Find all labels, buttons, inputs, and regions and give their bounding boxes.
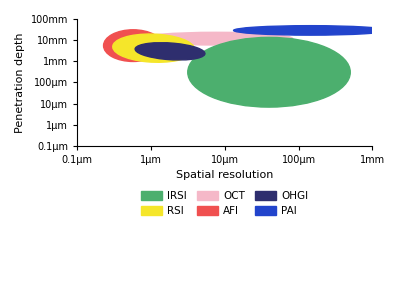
X-axis label: Spatial resolution: Spatial resolution bbox=[176, 170, 273, 180]
Ellipse shape bbox=[135, 43, 205, 60]
Legend: IRSI, RSI, OCT, AFI, OHGI, PAI: IRSI, RSI, OCT, AFI, OHGI, PAI bbox=[137, 187, 313, 220]
Ellipse shape bbox=[104, 30, 163, 61]
Ellipse shape bbox=[234, 26, 387, 35]
Ellipse shape bbox=[113, 34, 195, 62]
Y-axis label: Penetration depth: Penetration depth bbox=[15, 32, 25, 133]
Ellipse shape bbox=[139, 32, 293, 45]
Ellipse shape bbox=[188, 37, 350, 107]
